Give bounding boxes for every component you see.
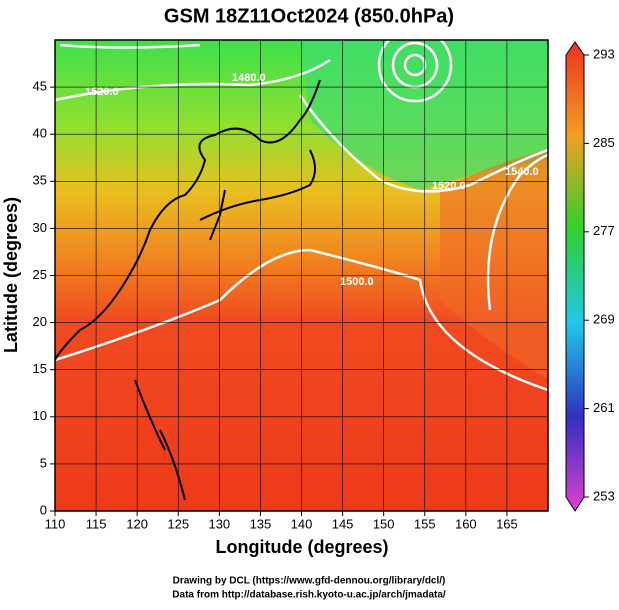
- x-tick-label: 125: [167, 516, 189, 531]
- y-tick-label: 20: [33, 314, 47, 329]
- y-tick-label: 45: [33, 79, 47, 94]
- colorbar-tick-label: 261: [593, 400, 615, 415]
- x-tick-label: 120: [126, 516, 148, 531]
- map-field: 1480.0 1520.0 1500.0 1520.0 1540.0: [54, 27, 549, 512]
- colorbar-tick-label: 269: [593, 312, 615, 327]
- y-tick-label: 40: [33, 126, 47, 141]
- x-tick-label: 160: [455, 516, 477, 531]
- x-tick-label: 145: [332, 516, 354, 531]
- y-axis-label: Latitude (degrees): [1, 197, 21, 353]
- y-tick-label: 5: [40, 455, 47, 470]
- colorbar-tick-label: 285: [593, 135, 615, 150]
- x-tick-label: 130: [208, 516, 230, 531]
- colorbar-tick-label: 253: [593, 488, 615, 503]
- contour-label: 1480.0: [232, 72, 266, 84]
- chart-title: GSM 18Z11Oct2024 (850.0hPa): [164, 5, 454, 27]
- y-tick-label: 15: [33, 361, 47, 376]
- y-tick-label: 30: [33, 220, 47, 235]
- x-tick-label: 165: [496, 516, 518, 531]
- contour-label: 1520.0: [85, 86, 119, 98]
- x-tick-label: 155: [414, 516, 436, 531]
- colorbar-tick-label: 277: [593, 223, 615, 238]
- contour-label: 1540.0: [505, 166, 539, 178]
- contour-label: 1520.0: [432, 180, 466, 192]
- x-tick-label: 110: [45, 516, 66, 531]
- x-tick-label: 135: [250, 516, 272, 531]
- y-tick-label: 25: [33, 267, 47, 282]
- x-tick-label: 115: [86, 516, 107, 531]
- y-tick-label: 10: [33, 408, 47, 423]
- y-tick-label: 35: [33, 173, 47, 188]
- colorbar-tick-label: 293: [593, 46, 615, 61]
- x-tick-label: 150: [373, 516, 395, 531]
- x-axis-label: Longitude (degrees): [215, 537, 388, 557]
- y-tick-label: 0: [40, 502, 47, 517]
- colorbar: [565, 41, 585, 512]
- credit: Data from http://database.rish.kyoto-u.a…: [172, 590, 446, 601]
- credit: Drawing by DCL (https://www.gfd-dennou.o…: [173, 576, 446, 587]
- contour-label: 1500.0: [340, 276, 374, 288]
- x-tick-label: 140: [291, 516, 313, 531]
